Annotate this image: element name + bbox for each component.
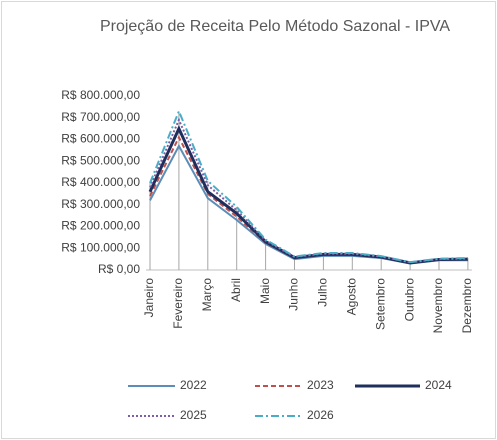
x-tick-label: Outubro [402,278,416,322]
legend-label: 2026 [307,408,334,422]
x-tick-label: Junho [287,278,301,311]
y-tick-label: R$ 700.000,00 [61,110,140,124]
x-tick-label: Janeiro [142,278,156,318]
legend-label: 2024 [425,378,452,392]
x-tick-label: Abril [229,278,243,302]
legend-label: 2025 [180,408,207,422]
y-tick-label: R$ 400.000,00 [61,175,140,189]
chart-title: Projeção de Receita Pelo Método Sazonal … [99,18,451,35]
series-line [149,117,468,264]
legend-label: 2022 [180,378,207,392]
x-tick-label: Dezembro [460,278,474,334]
legend-label: 2023 [307,378,334,392]
series-line [149,135,468,265]
y-tick-label: R$ 300.000,00 [61,197,140,211]
y-tick-label: R$ 200.000,00 [61,219,140,233]
x-tick-label: Março [200,278,214,312]
x-tick-label: Agosto [344,278,358,316]
y-tick-label: R$ 800.000,00 [61,88,140,102]
x-tick-label: Setembro [373,278,387,330]
y-tick-label: R$ 600.000,00 [61,132,140,146]
series-line [148,125,468,265]
x-tick-label: Novembro [431,278,445,334]
x-tick-label: Maio [258,278,272,304]
y-tick-label: R$ 0,00 [98,262,140,276]
series-line [149,108,468,264]
y-tick-label: R$ 500.000,00 [61,153,140,167]
x-tick-label: Julho [316,278,330,307]
y-tick-label: R$ 100.000,00 [61,240,140,254]
x-tick-label: Fevereiro [171,278,185,329]
